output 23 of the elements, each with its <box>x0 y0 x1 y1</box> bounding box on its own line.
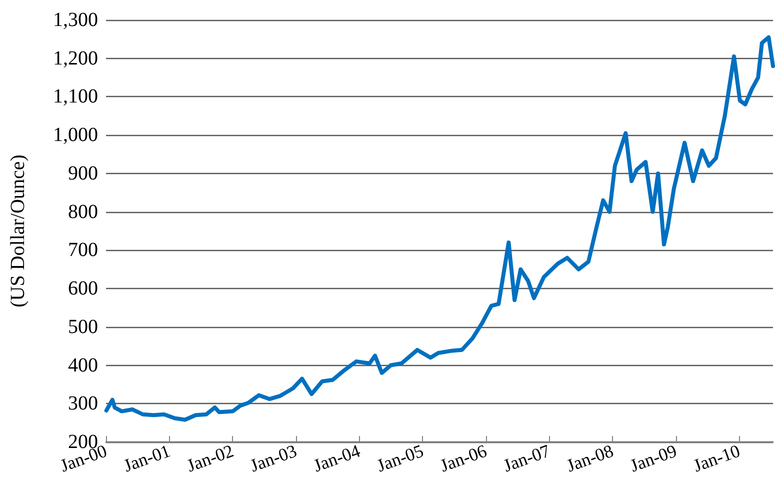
y-tick-label: 300 <box>68 392 98 415</box>
x-tick-label: Jan-10 <box>690 440 743 476</box>
y-axis-title: (US Dollar/Ounce) <box>7 154 29 308</box>
y-tick-label: 500 <box>68 316 98 338</box>
y-tick-label: 800 <box>68 200 98 223</box>
line-series <box>104 35 775 422</box>
y-tick-label: 700 <box>68 239 98 262</box>
y-tick-label: 600 <box>68 278 98 300</box>
x-tick-label: Jan-08 <box>564 440 616 476</box>
y-tick-label: 1,000 <box>53 124 98 146</box>
x-tick-label: Jan-02 <box>184 440 236 476</box>
x-tick-label: Jan-03 <box>247 440 300 476</box>
y-tick-label: 900 <box>68 162 98 184</box>
y-tick-label: 1,300 <box>53 9 98 31</box>
x-tick-label: Jan-01 <box>120 440 173 476</box>
x-tick-label: Jan-06 <box>437 440 490 476</box>
y-tick-label: 1,100 <box>53 86 98 108</box>
x-tick-label: Jan-09 <box>627 440 680 476</box>
y-tick-label: 400 <box>68 354 98 376</box>
x-tick-label: Jan-04 <box>310 440 363 476</box>
x-tick-label: Jan-07 <box>500 440 553 476</box>
y-tick-label: 1,200 <box>53 47 98 70</box>
x-tick-label: Jan-05 <box>374 440 426 476</box>
